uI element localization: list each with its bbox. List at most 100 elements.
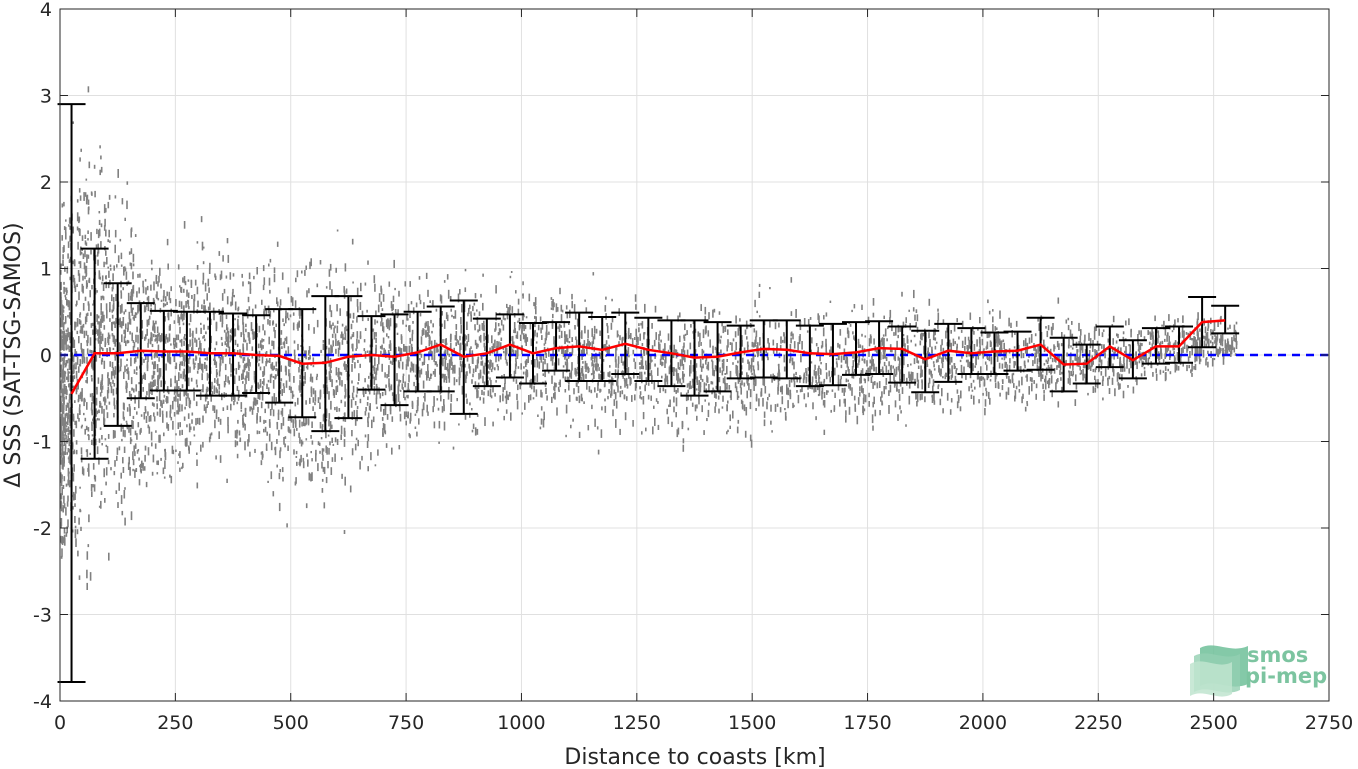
scatter-point: [916, 314, 919, 322]
scatter-point: [206, 386, 208, 392]
scatter-point: [883, 337, 885, 340]
scatter-point: [1100, 359, 1103, 365]
scatter-point: [1127, 385, 1129, 388]
scatter-point: [196, 265, 199, 270]
scatter-point: [657, 367, 659, 376]
scatter-point: [434, 345, 436, 354]
scatter-point: [593, 325, 596, 334]
scatter-point: [881, 402, 884, 406]
scatter-point: [98, 410, 100, 414]
scatter-point: [1071, 347, 1074, 350]
scatter-point: [191, 419, 193, 424]
scatter-point: [1149, 349, 1152, 357]
scatter-point: [155, 276, 158, 285]
scatter-point: [322, 414, 325, 422]
scatter-point: [893, 332, 895, 336]
scatter-point: [405, 420, 407, 426]
scatter-point: [158, 357, 160, 362]
scatter-point: [537, 324, 540, 331]
scatter-point: [746, 372, 748, 377]
scatter-point: [384, 402, 387, 410]
scatter-point: [366, 309, 368, 313]
scatter-point: [232, 273, 235, 277]
scatter-point: [725, 387, 727, 390]
scatter-point: [449, 346, 452, 351]
scatter-point: [100, 303, 102, 311]
scatter-point: [972, 363, 974, 372]
scatter-point: [465, 393, 467, 398]
scatter-point: [86, 341, 89, 347]
scatter-point: [276, 301, 279, 307]
scatter-point: [188, 447, 190, 454]
scatter-point: [208, 267, 211, 274]
scatter-point: [60, 472, 62, 479]
scatter-point: [513, 322, 516, 331]
scatter-point: [698, 380, 700, 386]
scatter-point: [175, 334, 178, 341]
scatter-point: [465, 335, 467, 340]
scatter-point: [194, 362, 196, 365]
scatter-point: [854, 403, 856, 411]
scatter-point: [65, 395, 67, 400]
scatter-point: [178, 403, 181, 412]
scatter-point: [294, 300, 297, 308]
scatter-point: [624, 412, 627, 421]
scatter-point: [564, 389, 567, 393]
scatter-point: [477, 343, 479, 348]
scatter-point: [525, 369, 528, 374]
scatter-point: [251, 408, 254, 415]
scatter-point: [386, 324, 389, 329]
scatter-point: [921, 369, 923, 377]
scatter-point: [289, 429, 292, 434]
scatter-point: [439, 294, 442, 302]
scatter-point: [422, 402, 425, 411]
scatter-point: [127, 462, 130, 470]
scatter-point: [120, 495, 123, 504]
scatter-point: [522, 316, 524, 321]
scatter-point: [60, 502, 63, 507]
scatter-point: [414, 374, 417, 378]
scatter-point: [353, 410, 356, 417]
scatter-point: [107, 282, 110, 289]
scatter-point: [675, 368, 677, 372]
scatter-point: [310, 473, 312, 482]
scatter-point: [637, 375, 639, 379]
scatter-point: [635, 328, 637, 337]
scatter-point: [185, 301, 187, 308]
scatter-point: [677, 388, 679, 393]
scatter-point: [95, 355, 98, 362]
scatter-point: [376, 388, 378, 395]
scatter-point: [1119, 383, 1121, 390]
scatter-point: [1052, 323, 1054, 330]
scatter-point: [64, 388, 67, 395]
scatter-point: [831, 389, 834, 392]
scatter-point: [1000, 350, 1003, 356]
scatter-point: [702, 350, 705, 354]
scatter-point: [490, 379, 492, 388]
scatter-point: [434, 339, 436, 345]
scatter-point: [193, 298, 195, 307]
scatter-point: [839, 329, 842, 336]
scatter-point: [525, 374, 527, 383]
scatter-point: [262, 385, 264, 393]
scatter-point: [751, 372, 753, 376]
scatter-point: [328, 419, 330, 427]
scatter-point: [366, 441, 369, 448]
scatter-point: [545, 324, 548, 334]
scatter-point: [793, 341, 796, 349]
scatter-point: [214, 275, 217, 280]
scatter-point: [1191, 372, 1193, 377]
scatter-point: [699, 359, 702, 368]
scatter-point: [382, 294, 385, 302]
scatter-point: [934, 328, 936, 336]
scatter-point: [414, 426, 417, 429]
scatter-point: [373, 366, 376, 374]
scatter-point: [433, 354, 436, 360]
scatter-point: [78, 188, 81, 193]
scatter-point: [441, 356, 443, 365]
scatter-point: [91, 425, 93, 431]
scatter-point: [645, 360, 647, 366]
scatter-point: [281, 467, 284, 473]
scatter-point: [196, 384, 198, 388]
scatter-point: [1028, 337, 1031, 344]
